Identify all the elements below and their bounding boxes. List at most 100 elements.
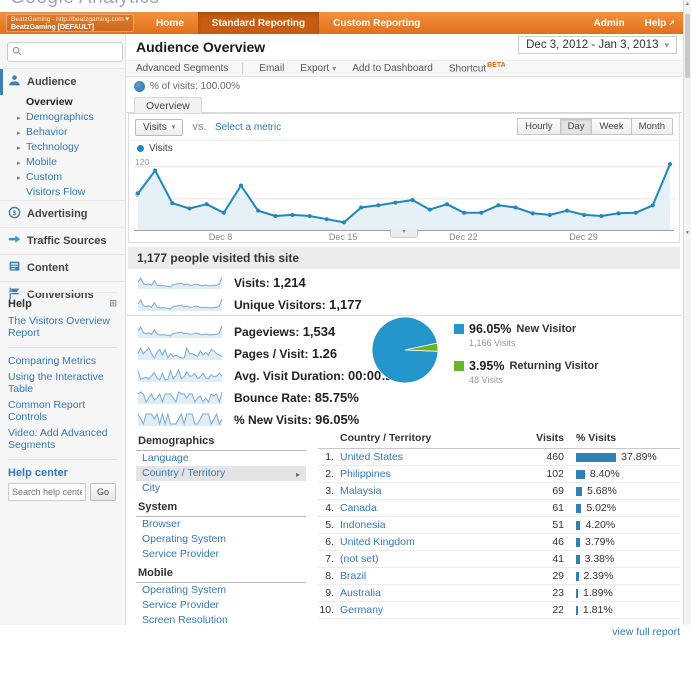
data-point[interactable] bbox=[256, 208, 261, 213]
demo-item-demographics-language[interactable]: Language bbox=[136, 451, 306, 466]
demo-item-demographics-country-territory[interactable]: Country / Territory ▸ bbox=[136, 466, 306, 481]
demo-item-mobile-service-provider[interactable]: Service Provider bbox=[136, 598, 306, 613]
data-point[interactable] bbox=[530, 211, 535, 216]
data-point[interactable] bbox=[290, 212, 295, 217]
data-point[interactable] bbox=[444, 202, 449, 207]
help-search-input[interactable] bbox=[8, 483, 86, 501]
segment-row[interactable]: % of visits: 100.00% bbox=[134, 81, 240, 92]
collapse-help-icon[interactable]: ⊞ bbox=[109, 298, 117, 308]
select-metric-link[interactable]: Select a metric bbox=[214, 121, 282, 133]
data-point[interactable] bbox=[547, 212, 552, 217]
date-range-selector[interactable]: Dec 3, 2012 - Jan 3, 2013 ▾ bbox=[518, 36, 677, 54]
sidebar-section-traffic-sources[interactable]: Traffic Sources bbox=[0, 227, 125, 254]
data-point[interactable] bbox=[462, 210, 467, 215]
toolbar-shortcut[interactable]: ShortcutBETA bbox=[449, 62, 506, 74]
country-link[interactable]: (not set) bbox=[340, 553, 379, 565]
country-link[interactable]: United States bbox=[340, 451, 404, 463]
vertical-scrollbar[interactable]: ▲ ▼ bbox=[683, 0, 691, 625]
sidebar-item-visitors-flow[interactable]: Visitors Flow bbox=[0, 185, 125, 200]
data-point[interactable] bbox=[341, 220, 346, 225]
help-link-using-the-interactive-table[interactable]: Using the Interactive Table bbox=[8, 371, 104, 395]
sidebar-item-behavior[interactable]: ▸ Behavior bbox=[0, 125, 125, 140]
data-point[interactable] bbox=[565, 208, 570, 213]
toolbar-add-to-dashboard[interactable]: Add to Dashboard bbox=[352, 63, 433, 74]
data-point[interactable] bbox=[376, 203, 381, 208]
scrollbar-thumb[interactable] bbox=[685, 14, 690, 78]
data-point[interactable] bbox=[496, 203, 501, 208]
help-link-the-visitors-overview-report[interactable]: The Visitors Overview Report bbox=[8, 315, 110, 339]
demo-item-system-operating-system[interactable]: Operating System bbox=[136, 532, 306, 547]
toolbar-advanced-segments[interactable]: Advanced Segments bbox=[136, 63, 244, 74]
sidebar-item-overview[interactable]: Overview bbox=[0, 95, 125, 110]
data-point[interactable] bbox=[136, 191, 140, 196]
data-point[interactable] bbox=[479, 210, 484, 215]
data-point[interactable] bbox=[273, 214, 278, 219]
sidebar-item-technology[interactable]: ▸ Technology bbox=[0, 140, 125, 155]
data-point[interactable] bbox=[221, 210, 226, 215]
country-link[interactable]: Philippines bbox=[340, 468, 391, 480]
data-point[interactable] bbox=[513, 205, 518, 210]
data-point[interactable] bbox=[187, 206, 192, 211]
demo-item-demographics-city[interactable]: City bbox=[136, 481, 306, 496]
tab-overview[interactable]: Overview bbox=[134, 97, 202, 114]
scroll-down-arrow-icon[interactable]: ▼ bbox=[685, 230, 690, 236]
data-point[interactable] bbox=[650, 203, 655, 208]
sidebar-section-audience[interactable]: Audience bbox=[0, 68, 125, 95]
help-link-comparing-metrics[interactable]: Comparing Metrics bbox=[8, 355, 97, 367]
help-link-common-report-controls[interactable]: Common Report Controls bbox=[8, 399, 86, 423]
nav-tab-custom-reporting[interactable]: Custom Reporting bbox=[333, 17, 421, 29]
sidebar-item-custom[interactable]: ▸ Custom bbox=[0, 170, 125, 185]
data-point[interactable] bbox=[324, 217, 329, 222]
granularity-hourly[interactable]: Hourly bbox=[517, 118, 561, 135]
data-point[interactable] bbox=[153, 168, 158, 173]
country-link[interactable]: Indonesia bbox=[340, 519, 386, 531]
toolbar-email[interactable]: Email bbox=[259, 63, 284, 74]
chart-collapse-handle[interactable]: ▾ bbox=[390, 229, 418, 238]
data-point[interactable] bbox=[410, 197, 415, 202]
help-link[interactable]: Help ↗ bbox=[635, 15, 685, 32]
data-point[interactable] bbox=[170, 201, 175, 206]
data-point[interactable] bbox=[599, 214, 604, 219]
data-point[interactable] bbox=[393, 200, 398, 205]
sidebar-item-mobile[interactable]: ▸ Mobile bbox=[0, 155, 125, 170]
data-point[interactable] bbox=[307, 214, 312, 219]
nav-tab-home[interactable]: Home bbox=[156, 17, 184, 29]
country-link[interactable]: Canada bbox=[340, 502, 377, 514]
data-point[interactable] bbox=[427, 207, 432, 212]
demo-item-mobile-operating-system[interactable]: Operating System bbox=[136, 583, 306, 598]
admin-link[interactable]: Admin bbox=[593, 17, 625, 29]
demo-item-mobile-screen-resolution[interactable]: Screen Resolution bbox=[136, 613, 306, 628]
country-link[interactable]: Germany bbox=[340, 604, 384, 616]
granularity-month[interactable]: Month bbox=[630, 118, 673, 135]
data-point[interactable] bbox=[668, 162, 672, 167]
demo-item-system-browser[interactable]: Browser bbox=[136, 517, 306, 532]
data-point[interactable] bbox=[616, 211, 621, 216]
granularity-day[interactable]: Day bbox=[559, 118, 593, 135]
granularity-week[interactable]: Week bbox=[591, 118, 632, 135]
visitor-type-pie-chart[interactable] bbox=[369, 314, 441, 386]
help-search-go-button[interactable]: Go bbox=[90, 483, 117, 501]
data-point[interactable] bbox=[238, 183, 243, 188]
sidebar-item-demographics[interactable]: ▸ Demographics bbox=[0, 110, 125, 125]
sidebar-section-content[interactable]: Content bbox=[0, 254, 125, 281]
pie-slice-returning-visitor[interactable] bbox=[404, 342, 439, 352]
data-point[interactable] bbox=[582, 212, 587, 217]
scroll-up-arrow-icon[interactable]: ▲ bbox=[685, 1, 690, 7]
data-point[interactable] bbox=[359, 205, 364, 210]
view-full-report-link[interactable]: view full report bbox=[612, 626, 680, 638]
nav-tab-standard-reporting[interactable]: Standard Reporting bbox=[197, 12, 320, 34]
metric-selector-button[interactable]: Visits ▾ bbox=[135, 118, 184, 136]
data-point[interactable] bbox=[204, 202, 209, 207]
help-link-video-add-advanced-segments[interactable]: Video: Add Advanced Segments bbox=[8, 427, 108, 451]
sidebar-section-advertising[interactable]: $ Advertising bbox=[0, 200, 125, 227]
demo-item-system-service-provider[interactable]: Service Provider bbox=[136, 547, 306, 562]
visits-line-chart[interactable]: 60120 bbox=[134, 155, 674, 231]
country-link[interactable]: United Kingdom bbox=[340, 536, 415, 548]
sidebar-search-input[interactable] bbox=[25, 45, 118, 59]
account-selector[interactable]: ▾ BeatzGaming - http://beatzgaming.com B… bbox=[6, 14, 134, 32]
toolbar-export[interactable]: Export ▾ bbox=[300, 63, 336, 74]
country-link[interactable]: Malaysia bbox=[340, 485, 382, 497]
data-point[interactable] bbox=[633, 210, 638, 215]
country-link[interactable]: Brazil bbox=[340, 570, 367, 582]
country-link[interactable]: Australia bbox=[340, 587, 381, 599]
